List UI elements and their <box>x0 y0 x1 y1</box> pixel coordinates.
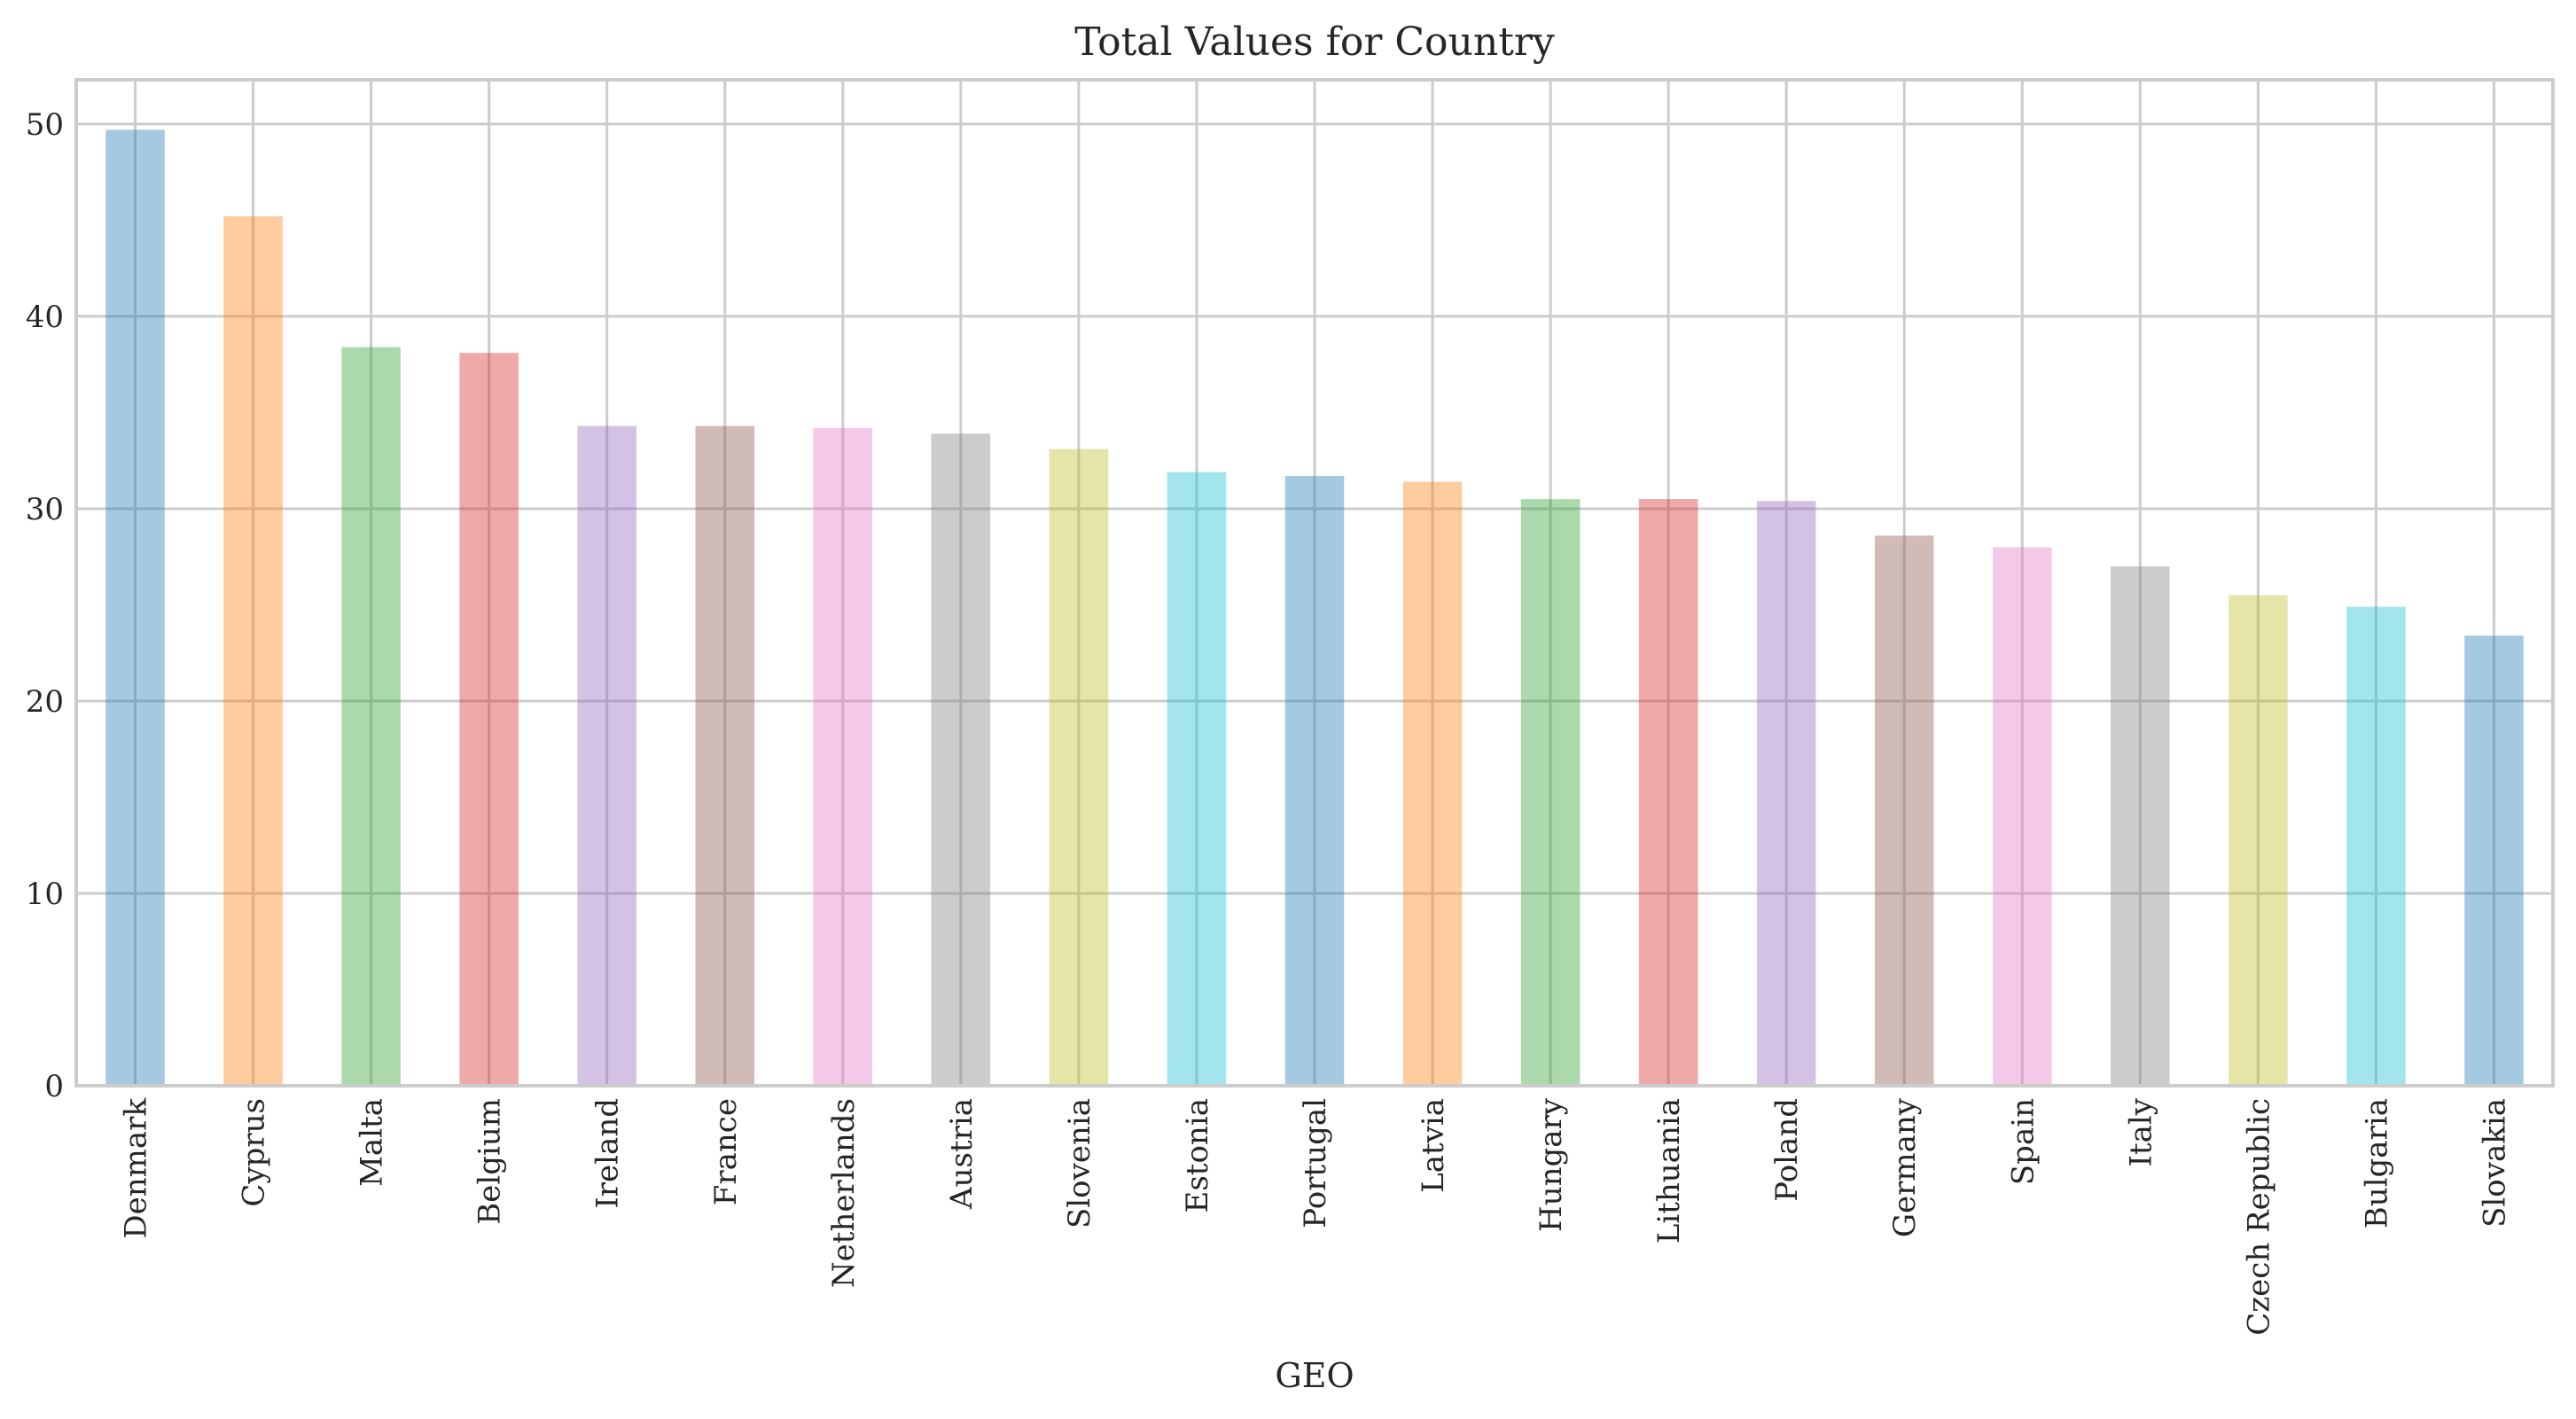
bar-ireland <box>577 425 636 1086</box>
bar-hungary <box>1520 499 1581 1086</box>
bar-cyprus <box>223 216 283 1086</box>
bar-slovenia <box>1049 448 1109 1086</box>
y-tick-label: 30 <box>26 492 64 527</box>
y-tick-label: 50 <box>26 107 64 143</box>
plot-frame <box>74 78 2555 1088</box>
bar-estonia <box>1167 472 1227 1086</box>
y-tick-label: 40 <box>26 300 64 335</box>
x-tick-label: Poland <box>1769 1098 1805 1202</box>
y-tick-label: 0 <box>44 1069 64 1104</box>
x-tick-label: Hungary <box>1534 1097 1569 1232</box>
x-tick-label: Netherlands <box>826 1098 862 1288</box>
x-tick-label: Italy <box>2123 1097 2158 1166</box>
x-tick-label: Austria <box>944 1098 980 1210</box>
x-tick-label: Cyprus <box>237 1098 272 1207</box>
bar-poland <box>1756 501 1816 1086</box>
x-tick-label: Portugal <box>1298 1098 1333 1228</box>
bar-belgium <box>459 353 519 1086</box>
x-tick-label: Slovakia <box>2477 1098 2512 1228</box>
y-tick-label: 10 <box>26 877 64 912</box>
x-tick-label: Spain <box>2005 1098 2041 1185</box>
y-tick-label: 20 <box>26 684 64 720</box>
x-tick-label: Denmark <box>119 1098 154 1239</box>
x-tick-label: Ireland <box>590 1098 626 1209</box>
bar-denmark <box>105 129 165 1087</box>
bar-bulgaria <box>2346 606 2406 1086</box>
bar-lithuania <box>1638 499 1698 1086</box>
grid-lines <box>76 80 2553 1088</box>
x-tick-label: Germany <box>1887 1097 1923 1237</box>
bar-netherlands <box>813 427 873 1086</box>
x-tick-label: Slovenia <box>1062 1098 1097 1228</box>
x-tick-label: Lithuania <box>1651 1098 1687 1244</box>
bar-slovakia <box>2464 635 2524 1086</box>
bar-malta <box>341 347 401 1086</box>
x-tick-label: Malta <box>355 1098 390 1187</box>
bars <box>105 129 2524 1087</box>
x-axis-label: GEO <box>1275 1356 1354 1395</box>
x-tick-label: Estonia <box>1180 1098 1215 1212</box>
bar-france <box>695 425 755 1086</box>
x-tick-label: Czech Republic <box>2241 1098 2276 1336</box>
bar-germany <box>1874 535 1934 1086</box>
x-tick-label: Belgium <box>472 1098 508 1225</box>
chart-title: Total Values for Country <box>1074 19 1555 65</box>
bar-czech-republic <box>2229 595 2288 1086</box>
bar-italy <box>2111 566 2170 1086</box>
bar-austria <box>931 433 991 1087</box>
x-tick-label: Latvia <box>1416 1098 1451 1193</box>
y-tick-labels: 0 10 20 30 40 50 <box>26 107 64 1104</box>
bar-spain <box>1993 547 2052 1086</box>
bar-portugal <box>1284 476 1345 1086</box>
x-tick-label: Bulgaria <box>2359 1098 2394 1228</box>
x-tick-labels: Denmark Cyprus Malta Belgium Ireland France Ne… <box>119 1097 2513 1336</box>
bar-latvia <box>1402 481 1463 1086</box>
x-tick-label: France <box>708 1098 744 1205</box>
